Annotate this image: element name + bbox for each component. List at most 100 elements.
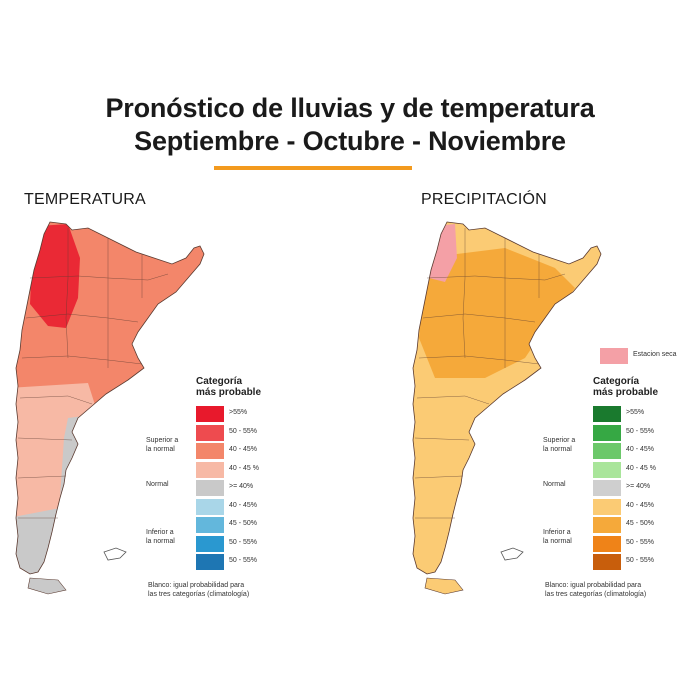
legend-row: 40 - 45%	[196, 443, 296, 459]
note-line-2: las tres categorías (climatología)	[148, 591, 250, 598]
legend-label: >= 40%	[229, 483, 254, 490]
legend-swatch	[196, 498, 224, 515]
legend-label: 40 - 45 %	[229, 464, 259, 472]
legend-row: >= 40%	[196, 480, 296, 496]
group-normal: Normal	[146, 481, 169, 488]
legend-label: 50 - 55%	[229, 538, 258, 546]
argentina-outline	[15, 221, 205, 575]
legend-label: 40 - 45 %	[626, 464, 656, 472]
legend-label: 50 - 55%	[229, 427, 258, 435]
group-superior: Superior a la normal	[146, 436, 190, 454]
precipitation-note: Blanco: igual probabilidad para las tres…	[545, 581, 700, 599]
dry-season-legend: Estacion seca	[600, 348, 700, 364]
legend-row: 50 - 55%	[593, 554, 693, 570]
title-underline	[214, 166, 412, 170]
page-title: Pronóstico de lluvias y de temperatura S…	[0, 92, 700, 158]
legend-swatch	[196, 535, 224, 552]
legend-swatch	[593, 480, 621, 496]
group-superior-line-2: la normal	[146, 446, 175, 453]
temperature-panel-title: TEMPERATURA	[24, 191, 146, 208]
group-inferior-line-2: la normal	[146, 538, 175, 545]
legend-row: 45 - 50%	[593, 517, 693, 533]
legend-label: 50 - 55%	[229, 557, 258, 564]
legend-row: 40 - 45%	[593, 498, 693, 515]
legend-swatch	[593, 443, 621, 459]
precipitation-panel-title: PRECIPITACIÓN	[421, 191, 547, 208]
province-borders	[414, 228, 566, 519]
legend-label: 45 - 50%	[626, 520, 655, 527]
legend-label: 50 - 55%	[626, 538, 655, 546]
legend-label: 40 - 45%	[626, 501, 655, 509]
legend-swatch	[593, 424, 621, 441]
legend-swatch	[593, 461, 621, 478]
legend-swatch	[196, 443, 224, 459]
malvinas-islands	[500, 547, 524, 561]
dry-season-label: Estacion seca	[633, 351, 677, 358]
legend-label: 50 - 55%	[626, 427, 655, 435]
argentina-outline	[412, 221, 602, 575]
legend-swatch	[196, 406, 224, 422]
legend-swatch	[196, 424, 224, 441]
legend-label: 50 - 55%	[626, 557, 655, 564]
group-inferior: Inferior a la normal	[543, 528, 587, 546]
group-inferior-line-1: Inferior a	[146, 529, 174, 536]
legend-heading-line-1: Categoría	[196, 376, 243, 387]
temperature-map	[15, 221, 205, 595]
temperature-panel: TEMPERATURA	[8, 188, 308, 608]
legend-swatch	[593, 406, 621, 422]
legend-swatch	[196, 480, 224, 496]
group-normal: Normal	[543, 481, 566, 488]
legend-swatch	[593, 498, 621, 515]
legend-swatch	[196, 517, 224, 533]
legend-swatch	[593, 517, 621, 533]
group-inferior-line-2: la normal	[543, 538, 572, 545]
legend-row: >55%	[593, 406, 693, 422]
legend-label: 40 - 45%	[229, 501, 258, 509]
legend-label: >= 40%	[626, 483, 651, 490]
group-inferior-line-1: Inferior a	[543, 529, 571, 536]
legend-row: 40 - 45%	[593, 443, 693, 459]
precipitation-legend-heading: Categoría más probable	[593, 376, 658, 398]
legend-row: 50 - 55%	[196, 424, 296, 441]
legend-row: >= 40%	[593, 480, 693, 496]
precipitation-panel: PRECIPITACIÓN Estacio	[405, 188, 700, 608]
legend-heading-line-2: más probable	[593, 387, 659, 398]
title-line-2: Septiembre - Octubre - Noviembre	[134, 126, 566, 156]
legend-row: 50 - 55%	[196, 554, 296, 570]
dry-season-swatch	[600, 348, 628, 364]
group-superior-line-1: Superior a	[543, 437, 576, 444]
title-line-1: Pronóstico de lluvias y de temperatura	[105, 93, 595, 123]
group-superior-line-2: la normal	[543, 446, 572, 453]
precipitation-map	[412, 221, 602, 595]
legend-swatch	[196, 554, 224, 570]
legend-label: 45 - 50%	[229, 520, 258, 527]
legend-row: 50 - 55%	[196, 535, 296, 552]
group-superior: Superior a la normal	[543, 436, 587, 454]
temperature-note: Blanco: igual probabilidad para las tres…	[148, 581, 308, 599]
legend-swatch	[593, 535, 621, 552]
temperature-legend-heading: Categoría más probable	[196, 376, 261, 398]
legend-row: 40 - 45 %	[196, 461, 296, 478]
legend-heading-line-1: Categoría	[593, 376, 640, 387]
legend-row: 50 - 55%	[593, 424, 693, 441]
legend-row: 50 - 55%	[593, 535, 693, 552]
tierra-del-fuego	[27, 577, 67, 595]
note-line-2: las tres categorías (climatología)	[545, 591, 647, 598]
legend-label: 40 - 45%	[229, 446, 258, 453]
province-borders	[17, 228, 169, 519]
legend-row: 40 - 45 %	[593, 461, 693, 478]
legend-swatch	[196, 461, 224, 478]
legend-row: 45 - 50%	[196, 517, 296, 533]
tierra-del-fuego	[424, 577, 464, 595]
group-superior-line-1: Superior a	[146, 437, 179, 444]
legend-label: >55%	[229, 409, 248, 416]
legend-heading-line-2: más probable	[196, 387, 262, 398]
legend-row: >55%	[196, 406, 296, 422]
malvinas-islands	[103, 547, 127, 561]
group-inferior: Inferior a la normal	[146, 528, 190, 546]
note-line-1: Blanco: igual probabilidad para	[545, 582, 642, 589]
legend-label: >55%	[626, 409, 645, 416]
legend-row: 40 - 45%	[196, 498, 296, 515]
note-line-1: Blanco: igual probabilidad para	[148, 582, 245, 589]
legend-swatch	[593, 554, 621, 570]
